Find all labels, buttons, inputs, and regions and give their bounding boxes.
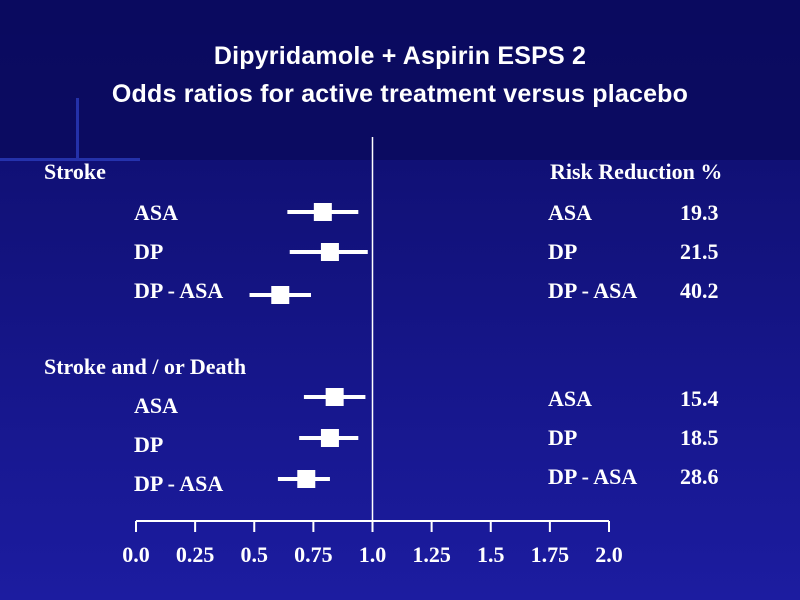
odds-ratio-marker xyxy=(297,470,316,488)
group-label-stroke: Stroke xyxy=(44,159,106,184)
x-tick-label: 0.5 xyxy=(241,542,269,567)
row-label: DP - ASA xyxy=(134,471,224,496)
rr-label: ASA xyxy=(548,386,593,411)
x-tick-label: 1.0 xyxy=(359,542,387,567)
x-tick-label: 0.0 xyxy=(122,542,150,567)
risk-reduction-header: Risk Reduction % xyxy=(550,159,723,184)
x-tick-label: 0.25 xyxy=(176,542,215,567)
x-tick-label: 1.5 xyxy=(477,542,505,567)
rr-value: 28.6 xyxy=(680,464,719,489)
x-tick-label: 2.0 xyxy=(595,542,623,567)
chart-subtitle: Odds ratios for active treatment versus … xyxy=(111,80,689,108)
rr-label: DP - ASA xyxy=(548,464,638,489)
rr-value: 15.4 xyxy=(680,386,719,411)
row-label: DP xyxy=(134,239,164,264)
x-tick-label: 1.75 xyxy=(531,542,570,567)
x-tick-label: 1.25 xyxy=(412,542,451,567)
row-label: ASA xyxy=(134,393,179,418)
x-tick-label: 0.75 xyxy=(294,542,333,567)
row-label: ASA xyxy=(134,200,179,225)
rr-value: 40.2 xyxy=(680,278,719,303)
odds-ratio-marker xyxy=(320,429,339,447)
odds-ratio-marker xyxy=(271,286,290,304)
rr-value: 21.5 xyxy=(680,239,719,264)
rr-label: ASA xyxy=(548,200,593,225)
rr-value: 19.3 xyxy=(680,200,719,225)
group-label-stroke-death: Stroke and / or Death xyxy=(44,354,247,379)
rr-label: DP - ASA xyxy=(548,278,638,303)
row-label: DP - ASA xyxy=(134,278,224,303)
row-label: DP xyxy=(134,432,164,457)
rr-label: DP xyxy=(548,239,578,264)
chart-title: Dipyridamole + Aspirin ESPS 2 xyxy=(213,42,587,70)
rr-value: 18.5 xyxy=(680,425,719,450)
odds-ratio-marker xyxy=(320,243,339,261)
odds-ratio-marker xyxy=(325,388,344,406)
rr-label: DP xyxy=(548,425,578,450)
odds-ratio-marker xyxy=(313,203,332,221)
